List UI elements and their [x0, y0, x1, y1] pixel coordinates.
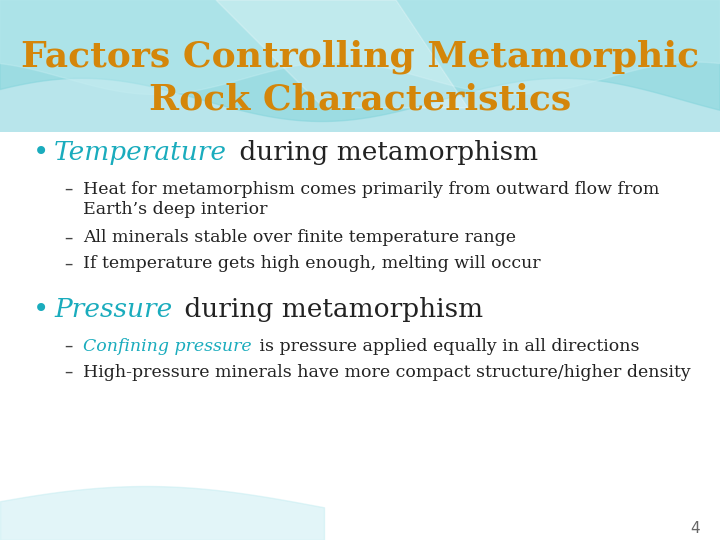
Text: •: • [32, 295, 49, 323]
Text: Rock Characteristics: Rock Characteristics [149, 83, 571, 117]
Text: –: – [64, 180, 73, 198]
Text: If temperature gets high enough, melting will occur: If temperature gets high enough, melting… [83, 255, 541, 272]
Text: Heat for metamorphism comes primarily from outward flow from: Heat for metamorphism comes primarily fr… [83, 180, 660, 198]
Text: Temperature: Temperature [54, 140, 227, 165]
Polygon shape [216, 0, 468, 108]
Text: Factors Controlling Metamorphic: Factors Controlling Metamorphic [21, 39, 699, 74]
Text: Confining pressure: Confining pressure [83, 338, 251, 355]
Text: is pressure applied equally in all directions: is pressure applied equally in all direc… [253, 338, 639, 355]
Text: 4: 4 [690, 521, 700, 536]
Bar [0, 0, 720, 132]
Text: –: – [64, 228, 73, 247]
Text: Earth’s deep interior: Earth’s deep interior [83, 201, 267, 218]
Text: •: • [32, 138, 49, 166]
Text: –: – [64, 337, 73, 355]
Text: during metamorphism: during metamorphism [230, 140, 538, 165]
Text: during metamorphism: during metamorphism [176, 297, 483, 322]
Text: Pressure: Pressure [54, 297, 172, 322]
Text: –: – [64, 254, 73, 273]
Text: All minerals stable over finite temperature range: All minerals stable over finite temperat… [83, 229, 516, 246]
Text: –: – [64, 363, 73, 381]
Text: High-pressure minerals have more compact structure/higher density: High-pressure minerals have more compact… [83, 363, 690, 381]
